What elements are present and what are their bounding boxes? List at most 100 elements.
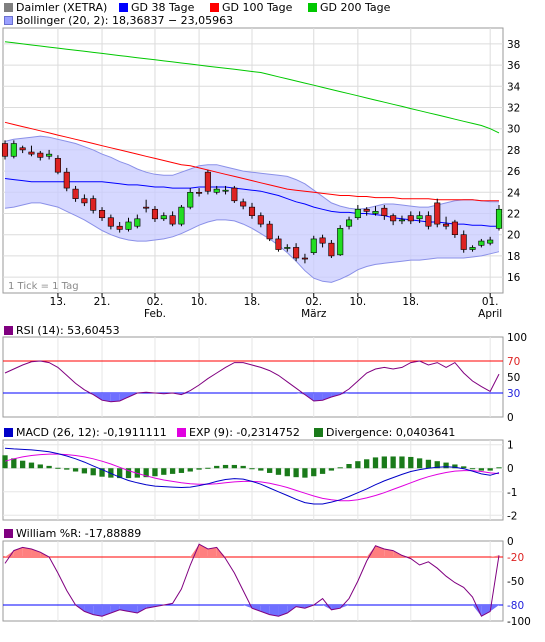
candle-down	[37, 152, 44, 158]
divergence-bar	[64, 468, 70, 470]
rsi-y-tick-labels: 0 30 50 70 100	[507, 332, 527, 424]
rsi-oversold-fill	[313, 393, 323, 401]
candle-down	[90, 198, 97, 211]
divergence-bar	[284, 468, 290, 477]
william-panel-frame	[2, 540, 504, 622]
candle-down	[151, 208, 158, 220]
moving-average-lines	[4, 41, 500, 227]
divergence-bar	[55, 467, 61, 469]
william-overbought-fill	[31, 549, 41, 557]
divergence-bar	[372, 457, 379, 469]
price-x-tick: 10.	[191, 296, 208, 308]
legend-gd100: GD 100 Tage	[210, 1, 292, 14]
candle-down	[169, 215, 176, 225]
william-y-tick: -80	[507, 600, 524, 612]
bollinger-lower-line	[4, 202, 500, 283]
william-oversold-fill	[110, 605, 120, 613]
divergence-bar	[222, 464, 229, 469]
candle-up	[469, 247, 476, 250]
divergence-bar	[161, 468, 167, 475]
macd-panel-frame	[2, 439, 504, 521]
macd-y-tick: 0	[507, 463, 514, 475]
william-oversold-fill	[137, 605, 147, 613]
divergence-bar	[11, 458, 17, 469]
divergence-bar	[390, 456, 396, 469]
divergence-legend-swatch	[314, 428, 323, 437]
divergence-bar	[46, 465, 52, 469]
price-y-tick: 30	[507, 124, 520, 136]
divergence-bar	[346, 464, 352, 469]
divergence-bar	[196, 468, 202, 470]
candle-down	[240, 201, 247, 207]
candle-up	[46, 153, 53, 157]
divergence-bar	[293, 468, 299, 478]
candle-down	[266, 223, 273, 240]
rsi-oversold-fill	[110, 393, 120, 402]
divergence-bar	[461, 466, 467, 469]
price-y-tick: 32	[507, 103, 520, 115]
divergence-bar	[37, 464, 43, 469]
candle-up	[337, 228, 344, 256]
divergence-bar	[434, 461, 440, 469]
candle-down	[301, 257, 308, 260]
william-oversold-fill	[252, 605, 261, 612]
divergence-bar	[425, 459, 432, 469]
divergence-bar	[487, 468, 493, 471]
candle-down	[143, 206, 150, 209]
candle-down	[248, 206, 256, 216]
macd-path	[4, 447, 500, 505]
exp-legend-label: EXP (9): -0,2314752	[189, 426, 300, 439]
divergence-bar	[72, 468, 79, 472]
macd-legend-label: MACD (26, 12): -0,1911111	[16, 426, 167, 439]
candle-down	[460, 234, 467, 250]
candle-down	[293, 247, 300, 259]
price-y-tick: 34	[507, 81, 521, 93]
candle-up	[310, 238, 317, 254]
divergence-bar	[478, 468, 485, 471]
william-y-tick: 0	[507, 536, 514, 548]
gd38-line	[4, 178, 499, 227]
candle-up	[222, 189, 229, 192]
rsi-path	[4, 360, 500, 403]
macd-legend-swatch	[4, 428, 13, 437]
price-x-month-label: März	[301, 308, 327, 320]
william-oversold-fill	[93, 605, 103, 617]
legend-gd100-label: GD 100 Tage	[222, 1, 293, 14]
candle-up	[398, 219, 405, 222]
price-y-tick: 38	[507, 39, 520, 51]
candle-down	[196, 192, 203, 194]
divergence-bar	[496, 467, 502, 469]
william-overbought-fill	[384, 549, 394, 557]
price-x-tick: 02.	[305, 296, 322, 308]
macd-y-tick: -1	[507, 487, 517, 499]
candle-up	[178, 206, 185, 225]
divergence-bar	[416, 458, 423, 469]
macd-y-tick: 1	[507, 440, 514, 452]
divergence-bar	[337, 467, 343, 469]
macd-grid	[3, 440, 503, 520]
divergence-bar	[249, 468, 255, 470]
gd100-line	[4, 121, 499, 202]
price-y-tick: 36	[507, 60, 521, 72]
candle-down	[407, 215, 414, 222]
rsi-grid	[3, 337, 503, 417]
divergence-bar	[99, 468, 105, 477]
candle-down	[1, 143, 9, 157]
rsi-legend-swatch	[4, 326, 13, 335]
candle-up	[134, 218, 141, 227]
divergence-bar	[302, 468, 308, 478]
candle-up	[372, 211, 379, 214]
rsi-panel-frame	[2, 336, 504, 418]
price-y-tick: 22	[507, 209, 520, 221]
candle-down	[443, 223, 450, 227]
william-oversold-fill	[472, 605, 482, 617]
rsi-legend-label: RSI (14): 53,60453	[16, 324, 120, 337]
candle-up	[495, 208, 503, 229]
william-y-tick: -50	[507, 576, 524, 588]
candle-down	[381, 207, 388, 216]
legend-row-1: Daimler (XETRA) GD 38 Tage GD 100 Tage G…	[2, 1, 542, 14]
william-oversold-fill	[243, 605, 252, 609]
divergence-bar	[169, 468, 176, 474]
